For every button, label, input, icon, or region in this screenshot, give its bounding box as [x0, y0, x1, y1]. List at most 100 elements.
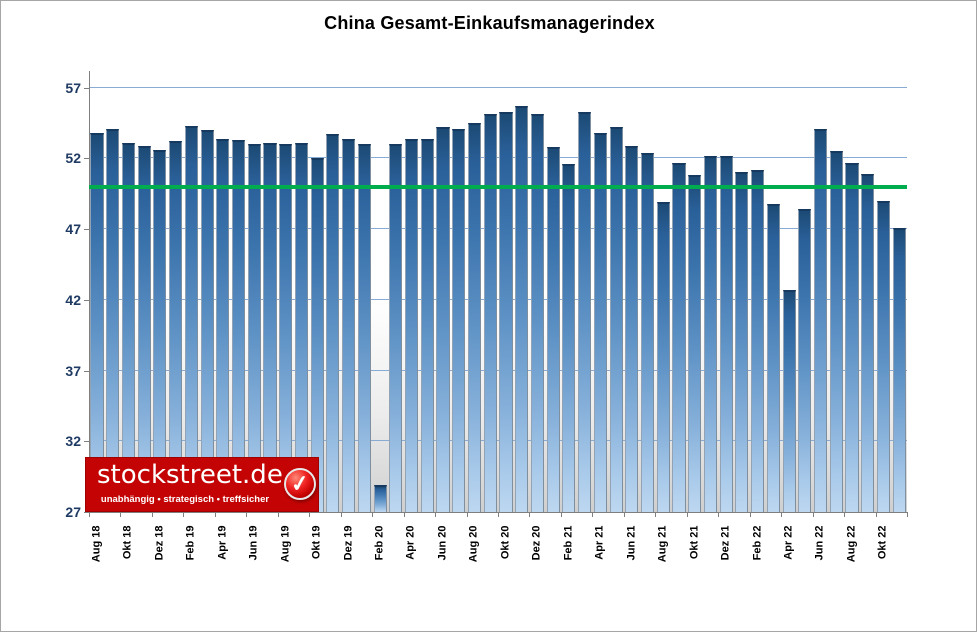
gridline-57	[89, 86, 907, 88]
x-label-Dez-18: Dez 18	[153, 525, 166, 561]
bar-Jul-22	[829, 151, 843, 512]
x-label-Okt-19: Okt 19	[310, 525, 323, 560]
bar-Dez-20	[530, 114, 544, 512]
x-tick-18	[655, 513, 657, 517]
y-axis-line	[89, 71, 90, 513]
x-tick-5	[246, 513, 248, 517]
bar-Jun-22	[814, 128, 828, 512]
bar-Nov-22	[892, 227, 906, 512]
x-tick-21	[749, 513, 751, 517]
x-tick-25	[875, 513, 877, 517]
bar-Aug-18	[90, 132, 104, 512]
x-tick-15	[560, 513, 562, 517]
x-tick-2	[151, 513, 153, 517]
y-label-47: 47	[65, 221, 81, 238]
y-tick-32	[84, 441, 89, 443]
x-label-Dez-20: Dez 20	[530, 525, 543, 561]
bar-Apr-19	[216, 138, 230, 512]
checkmark-icon: ✓	[284, 468, 316, 500]
y-label-42: 42	[65, 291, 81, 308]
bar-Aug-21	[656, 202, 670, 512]
gridline-42	[89, 298, 907, 300]
x-label-Feb-22: Feb 22	[751, 525, 764, 561]
x-label-Jun-22: Jun 22	[813, 525, 826, 561]
bar-Mär-21	[578, 111, 592, 512]
x-label-Apr-19: Apr 19	[216, 525, 229, 560]
checkmark-glyph: ✓	[289, 469, 311, 498]
bar-Jul-19	[263, 142, 277, 512]
x-label-Jun-21: Jun 21	[625, 525, 638, 561]
y-label-57: 57	[65, 79, 81, 96]
bar-Dez-21	[719, 155, 733, 512]
bar-Mai-20	[420, 138, 434, 512]
bar-Okt-22	[876, 200, 891, 512]
bar-Feb-21	[562, 163, 576, 512]
y-tick-37	[84, 370, 89, 372]
x-label-Feb-19: Feb 19	[184, 525, 197, 561]
x-tick-24	[844, 513, 846, 517]
y-label-52: 52	[65, 150, 81, 167]
bar-Mär-22	[766, 203, 780, 512]
bar-Sep-19	[294, 142, 309, 512]
reference-line-50	[89, 184, 907, 189]
bar-Aug-19	[279, 144, 293, 512]
x-label-Dez-21: Dez 21	[719, 525, 732, 561]
x-tick-7	[309, 513, 311, 517]
x-tick-12	[466, 513, 468, 517]
x-label-Okt-20: Okt 20	[499, 525, 512, 560]
y-label-32: 32	[65, 433, 81, 450]
y-tick-42	[84, 299, 89, 301]
x-label-Aug-19: Aug 19	[279, 525, 292, 563]
x-axis-line	[85, 512, 908, 513]
bar-Apr-22	[782, 289, 796, 512]
x-tick-13	[498, 513, 499, 517]
x-label-Apr-22: Apr 22	[782, 525, 795, 560]
x-tick-0	[89, 513, 90, 517]
x-label-Okt-18: Okt 18	[121, 525, 134, 560]
bar-Apr-21	[593, 132, 607, 512]
x-label-Feb-20: Feb 20	[373, 525, 386, 561]
bar-Sep-18	[106, 128, 120, 512]
bar-Nov-18	[137, 145, 151, 512]
bar-Jun-21	[625, 145, 639, 512]
x-tick-4	[214, 513, 216, 517]
x-label-Aug-20: Aug 20	[467, 525, 480, 563]
bar-Nov-21	[703, 155, 718, 512]
x-tick-3	[183, 513, 185, 517]
bar-Jul-20	[452, 128, 466, 512]
chart-title: China Gesamt-Einkaufsmanagerindex	[324, 13, 655, 33]
x-tick-8	[340, 513, 342, 517]
logo-tagline: unabhängig • strategisch • treffsicher	[100, 494, 270, 505]
x-label-Okt-22: Okt 22	[876, 525, 889, 560]
gridline-47	[89, 228, 907, 230]
bar-Okt-18	[121, 142, 135, 512]
bar-Feb-20	[373, 485, 387, 512]
x-label-Apr-21: Apr 21	[593, 525, 606, 560]
bar-Nov-19	[326, 134, 340, 512]
y-tick-57	[84, 87, 89, 89]
bar-Mai-21	[609, 127, 623, 512]
bar-Aug-22	[845, 162, 859, 512]
y-label-37: 37	[65, 362, 81, 379]
x-tick-19	[686, 513, 688, 517]
bar-Okt-21	[688, 175, 702, 512]
x-tick-6	[277, 513, 279, 517]
bar-Jul-21	[640, 152, 655, 512]
bar-Dez-19	[342, 138, 356, 512]
x-tick-10	[403, 513, 405, 517]
y-tick-52	[84, 158, 89, 160]
stockstreet-logo: stockstreet.de unabhängig • strategisch …	[85, 457, 319, 512]
x-tick-26	[907, 513, 908, 517]
bar-Jun-19	[247, 144, 261, 512]
bar-Mär-19	[200, 130, 214, 512]
x-label-Aug-18: Aug 18	[90, 525, 103, 563]
x-label-Apr-20: Apr 20	[404, 525, 417, 560]
bar-Feb-19	[184, 125, 198, 512]
x-label-Aug-21: Aug 21	[656, 525, 669, 563]
x-tick-20	[718, 513, 720, 517]
x-tick-1	[120, 513, 122, 517]
bar-Sep-22	[861, 173, 875, 512]
x-label-Aug-22: Aug 22	[845, 525, 858, 563]
x-tick-22	[781, 513, 783, 517]
